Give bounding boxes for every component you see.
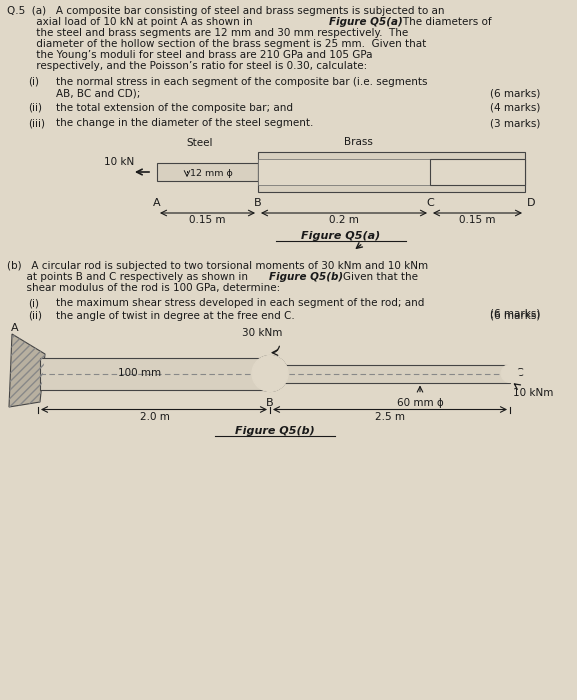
Text: 2.5 m: 2.5 m xyxy=(375,412,405,421)
Text: A: A xyxy=(153,198,160,208)
Polygon shape xyxy=(9,334,45,407)
Text: the normal stress in each segment of the composite bar (i.e. segments: the normal stress in each segment of the… xyxy=(56,77,428,87)
Text: (6 marks): (6 marks) xyxy=(490,88,541,98)
Bar xyxy=(157,163,258,181)
Circle shape xyxy=(252,356,288,391)
Text: C: C xyxy=(515,368,523,379)
Text: the Young’s moduli for steel and brass are 210 GPa and 105 GPa: the Young’s moduli for steel and brass a… xyxy=(7,50,373,60)
Circle shape xyxy=(501,365,519,382)
Text: the steel and brass segments are 12 mm and 30 mm respectively.  The: the steel and brass segments are 12 mm a… xyxy=(7,28,409,38)
Text: (3 marks): (3 marks) xyxy=(490,118,541,128)
Bar xyxy=(258,185,525,192)
Text: (ii): (ii) xyxy=(28,103,42,113)
Bar xyxy=(270,365,510,382)
Text: D: D xyxy=(527,198,535,208)
Text: .  The diameters of: . The diameters of xyxy=(393,17,492,27)
Text: 2.0 m: 2.0 m xyxy=(140,412,170,421)
Bar xyxy=(258,159,525,185)
Text: AB, BC and CD);: AB, BC and CD); xyxy=(56,88,140,98)
Text: Q.5  (a)   A composite bar consisting of steel and brass segments is subjected t: Q.5 (a) A composite bar consisting of st… xyxy=(7,6,444,16)
Text: (4 marks): (4 marks) xyxy=(490,103,541,113)
Bar xyxy=(258,152,525,192)
Text: axial load of 10 kN at point A as shown in: axial load of 10 kN at point A as shown … xyxy=(7,17,256,27)
Text: at points B and C respectively as shown in: at points B and C respectively as shown … xyxy=(7,272,251,282)
Text: (i): (i) xyxy=(28,298,39,308)
Text: 10 kNm: 10 kNm xyxy=(513,388,553,398)
Text: .  Given that the: . Given that the xyxy=(333,272,418,282)
Text: B: B xyxy=(254,198,262,208)
Bar xyxy=(40,358,270,389)
Text: Figure Q5(a): Figure Q5(a) xyxy=(301,231,381,241)
Text: 60 mm ϕ: 60 mm ϕ xyxy=(396,398,443,407)
Text: the maximum shear stress developed in each segment of the rod; and: the maximum shear stress developed in ea… xyxy=(56,298,424,308)
Text: 30 kNm: 30 kNm xyxy=(242,328,282,337)
Bar xyxy=(430,159,525,185)
Text: Figure Q5(b): Figure Q5(b) xyxy=(235,426,315,435)
Text: Brass: Brass xyxy=(343,137,372,147)
Text: the angle of twist in degree at the free end C.: the angle of twist in degree at the free… xyxy=(56,311,295,321)
Text: respectively, and the Poisson’s ratio for steel is 0.30, calculate:: respectively, and the Poisson’s ratio fo… xyxy=(7,61,367,71)
Text: (6 marks): (6 marks) xyxy=(490,309,541,319)
Text: diameter of the hollow section of the brass segment is 25 mm.  Given that: diameter of the hollow section of the br… xyxy=(7,39,426,49)
Text: (iii): (iii) xyxy=(28,118,45,128)
Text: the total extension of the composite bar; and: the total extension of the composite bar… xyxy=(56,103,293,113)
Text: A: A xyxy=(11,323,18,333)
Text: B: B xyxy=(266,398,274,407)
Circle shape xyxy=(505,368,515,379)
Bar xyxy=(157,163,258,181)
Circle shape xyxy=(262,365,278,382)
Text: shear modulus of the rod is 100 GPa, determine:: shear modulus of the rod is 100 GPa, det… xyxy=(7,283,280,293)
Text: 100 mm: 100 mm xyxy=(118,368,162,379)
Text: (6 marks): (6 marks) xyxy=(490,311,541,321)
Text: (i): (i) xyxy=(28,77,39,87)
Text: 0.15 m: 0.15 m xyxy=(189,215,226,225)
Text: Figure Q5(a): Figure Q5(a) xyxy=(329,17,403,27)
Text: 0.2 m: 0.2 m xyxy=(329,215,359,225)
Text: Figure Q5(b): Figure Q5(b) xyxy=(269,272,343,282)
Bar xyxy=(258,152,525,159)
Text: 12 mm ϕ: 12 mm ϕ xyxy=(190,169,233,178)
Text: 10 kN: 10 kN xyxy=(104,157,134,167)
Text: Steel: Steel xyxy=(187,138,213,148)
Text: (b)   A circular rod is subjected to two torsional moments of 30 kNm and 10 kNm: (b) A circular rod is subjected to two t… xyxy=(7,261,428,271)
Text: C: C xyxy=(426,198,434,208)
Text: the change in the diameter of the steel segment.: the change in the diameter of the steel … xyxy=(56,118,313,128)
Text: 25 mm ϕ: 25 mm ϕ xyxy=(466,167,513,177)
Text: 0.15 m: 0.15 m xyxy=(459,215,496,225)
Text: 30 mm ϕ: 30 mm ϕ xyxy=(268,167,314,177)
Text: (ii): (ii) xyxy=(28,311,42,321)
